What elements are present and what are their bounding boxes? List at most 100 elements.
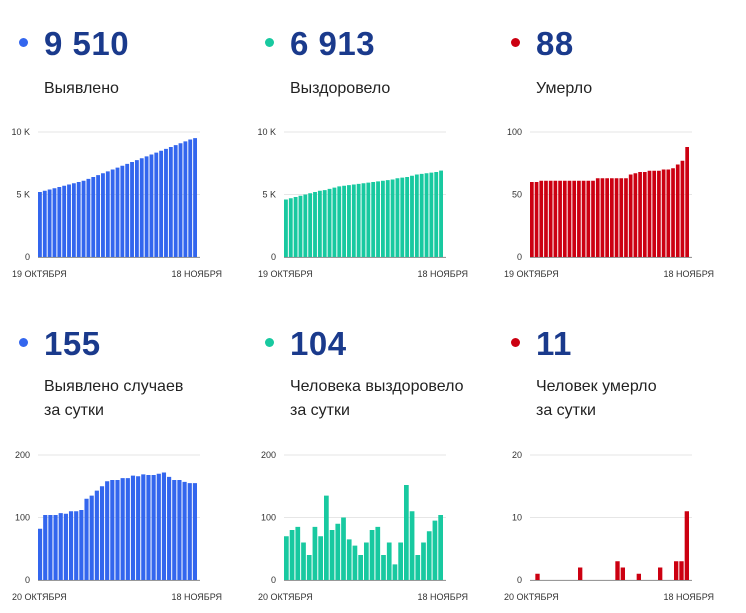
bar — [318, 536, 323, 580]
bar — [652, 170, 657, 257]
bar — [562, 180, 567, 257]
bar — [347, 185, 351, 257]
bar — [332, 187, 337, 257]
x-start-label: 19 ОКТЯБРЯ — [504, 269, 559, 279]
bar — [361, 183, 366, 257]
bar — [144, 156, 149, 257]
bar — [615, 561, 620, 580]
died-total: 88 — [536, 25, 574, 62]
x-end-label: 18 НОЯБРЯ — [663, 269, 714, 279]
died-label-line1: Умерло — [536, 80, 593, 97]
bar — [439, 170, 443, 257]
bar — [289, 530, 295, 580]
bar — [342, 185, 347, 257]
bar — [610, 178, 614, 257]
bar — [149, 154, 154, 257]
bar — [572, 180, 577, 257]
recovered-dot — [265, 38, 274, 47]
bar — [620, 567, 625, 580]
recovered-label-line1: Выздоровело — [290, 80, 391, 97]
bar — [409, 511, 415, 580]
bar — [675, 164, 680, 257]
daily-recovered-dot — [265, 338, 274, 347]
bar — [414, 174, 419, 257]
bar — [101, 173, 105, 257]
daily-died-label-line1: Человек умерло — [536, 378, 657, 395]
bar — [62, 185, 67, 257]
y-tick-label: 100 — [507, 127, 522, 137]
bar — [110, 169, 115, 257]
x-end-label: 18 НОЯБРЯ — [171, 269, 222, 279]
died-dot — [511, 38, 520, 47]
bar — [134, 160, 139, 257]
bar — [151, 475, 156, 580]
bar — [177, 480, 182, 580]
bar — [346, 539, 352, 580]
bar — [105, 171, 110, 257]
bar — [530, 182, 534, 257]
bar — [658, 567, 663, 580]
bar — [337, 186, 342, 257]
x-start-label: 20 ОКТЯБРЯ — [258, 592, 313, 602]
x-end-label: 18 НОЯБРЯ — [417, 592, 468, 602]
daily-died-label-line2: за сутки — [536, 402, 596, 419]
bar — [58, 513, 63, 580]
y-tick-label: 0 — [25, 252, 30, 262]
died-label: Умерло — [536, 77, 592, 101]
bar — [38, 528, 43, 580]
bar — [161, 472, 167, 580]
bar — [308, 193, 313, 257]
bar — [192, 483, 197, 580]
bar — [53, 515, 58, 580]
detected-label-line1: Выявлено — [44, 80, 119, 97]
x-end-label: 18 НОЯБРЯ — [663, 592, 714, 602]
daily-detected-label: Выявлено случаев за сутки — [44, 375, 183, 423]
panel-daily-detected: 155 Выявлено случаев за сутки — [0, 305, 240, 605]
bar — [567, 180, 572, 257]
bar — [434, 172, 439, 257]
detected-label: Выявлено — [44, 77, 119, 101]
panel-detected: 9 510 Выявлено — [0, 0, 240, 300]
bar — [288, 198, 293, 257]
bar — [164, 148, 168, 257]
y-tick-label: 0 — [271, 575, 276, 585]
bar — [553, 180, 558, 257]
y-tick-label: 10 — [512, 513, 522, 523]
bar — [358, 555, 363, 580]
bar — [86, 178, 91, 257]
bar — [581, 180, 586, 257]
bar — [647, 170, 652, 257]
bar — [182, 481, 187, 580]
bar — [183, 141, 188, 257]
daily-recovered-label-line1: Человека выздоровело — [290, 378, 464, 395]
bar — [426, 531, 432, 580]
bar — [115, 167, 120, 257]
bar — [633, 173, 638, 257]
y-tick-label: 100 — [261, 513, 276, 523]
bar — [173, 145, 178, 257]
recovered-label: Выздоровело — [290, 77, 390, 101]
bar — [38, 192, 42, 257]
bar — [392, 564, 398, 580]
y-tick-label: 200 — [15, 450, 30, 460]
bar — [680, 160, 685, 257]
bar — [317, 190, 322, 257]
daily-died-total: 11 — [536, 325, 572, 362]
bar — [322, 190, 327, 257]
bar — [385, 180, 390, 257]
bar — [642, 172, 647, 257]
recovered-total: 6 913 — [290, 25, 376, 62]
bar — [48, 515, 53, 580]
y-tick-label: 200 — [261, 450, 276, 460]
daily-died-dot — [511, 338, 520, 347]
bar — [419, 173, 424, 257]
bar — [52, 188, 57, 257]
bar — [624, 178, 628, 257]
daily-detected-label-line1: Выявлено случаев — [44, 378, 184, 395]
y-tick-label: 100 — [15, 513, 30, 523]
bar — [548, 180, 553, 257]
bar — [284, 199, 288, 257]
daily-died-label: Человек умерло за сутки — [536, 375, 657, 423]
chart-detected: 10 K 5 K 0 19 ОКТЯБРЯ 18 НОЯБРЯ — [11, 127, 222, 279]
y-tick-label: 5 K — [16, 190, 30, 200]
